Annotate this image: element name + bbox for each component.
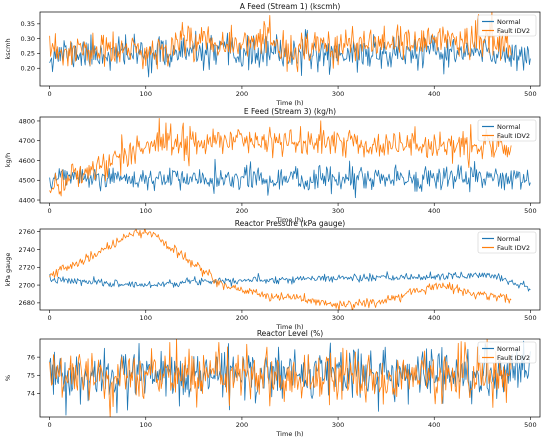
legend-label: Fault IDV2 [497,27,530,35]
legend-label: Normal [497,345,521,353]
y-axis-label: kg/h [4,153,12,167]
chart-title: A Feed (Stream 1) (kscmh) [240,2,341,11]
y-tick-label: 4400 [18,196,35,204]
x-tick-label: 200 [236,207,248,215]
series-line-fault [49,339,512,417]
y-tick-label: 4600 [18,157,35,165]
x-axis-label: Time (h) [275,99,303,107]
y-tick-label: 4500 [18,177,35,185]
chart-panel-4: 0 100 200 300 400 500 74 75 76 Reactor Level (%) T… [4,329,541,438]
x-tick-label: 400 [428,421,440,429]
x-tick-label: 0 [48,207,52,215]
x-tick-label: 400 [428,207,440,215]
chart-panel-1: 0 100 200 300 400 500 0.20 0.25 0.30 0.35 A Feed (… [4,2,541,107]
axes-frame [39,11,541,87]
series-line-normal [49,158,531,199]
x-tick-label: 0 [48,90,52,98]
y-tick-label: 0.35 [21,20,35,28]
series-line-fault [49,12,512,73]
axes-frame [39,228,541,311]
y-tick-label: 2740 [18,246,35,254]
series-line-fault [49,118,512,197]
x-tick-label: 0 [48,314,52,322]
series-line-normal [49,271,531,292]
x-tick-label: 100 [140,314,152,322]
y-axis-label: kPa gauge [4,253,12,287]
x-tick-label: 100 [140,421,152,429]
legend-label: Fault IDV2 [497,132,530,140]
x-tick-label: 200 [236,90,248,98]
chart-panel-2: 0 100 200 300 400 500 4400 4500 4600 4700 4800 E Fe… [4,107,541,224]
legend-label: Fault IDV2 [497,354,530,362]
x-tick-label: 300 [332,421,344,429]
series-line-fault [49,229,512,310]
y-tick-label: 4700 [18,137,35,145]
y-tick-label: 2720 [18,264,35,272]
y-tick-label: 2700 [18,281,35,289]
x-tick-label: 300 [332,207,344,215]
x-axis-label: Time (h) [275,430,303,438]
chart-title: Reactor Pressure (kPa gauge) [235,219,346,228]
y-tick-label: 4800 [18,117,35,125]
x-tick-label: 100 [140,207,152,215]
legend-label: Normal [497,235,521,243]
y-tick-label: 0.25 [21,50,35,58]
x-tick-label: 200 [236,314,248,322]
x-tick-label: 0 [48,421,52,429]
y-axis-label: kscmh [4,38,12,59]
legend-label: Normal [497,123,521,131]
x-tick-label: 500 [524,90,536,98]
y-tick-label: 76 [27,353,35,361]
y-tick-label: 2760 [18,228,35,236]
y-tick-label: 75 [27,372,35,380]
x-tick-label: 500 [524,207,536,215]
chart-title: Reactor Level (%) [257,329,323,338]
chart-title: E Feed (Stream 3) (kg/h) [244,107,336,116]
legend-label: Normal [497,18,521,26]
y-tick-label: 0.30 [21,35,35,43]
x-tick-label: 100 [140,90,152,98]
axes-frame [39,338,541,418]
x-axis-label: Time (h) [275,216,303,224]
x-tick-label: 500 [524,421,536,429]
x-tick-label: 500 [524,314,536,322]
x-tick-label: 300 [332,90,344,98]
y-tick-label: 0.20 [21,65,35,73]
x-tick-label: 300 [332,314,344,322]
chart-panel-3: 0 100 200 300 400 500 2680 2700 2720 2740 2760 Reac… [4,219,541,331]
x-tick-label: 200 [236,421,248,429]
legend-label: Fault IDV2 [497,244,530,252]
x-tick-label: 400 [428,314,440,322]
y-tick-label: 2680 [18,299,35,307]
axes-frame [39,116,541,204]
x-tick-label: 400 [428,90,440,98]
y-axis-label: % [4,375,12,381]
y-tick-label: 74 [27,390,35,398]
x-axis-label: Time (h) [275,323,303,331]
